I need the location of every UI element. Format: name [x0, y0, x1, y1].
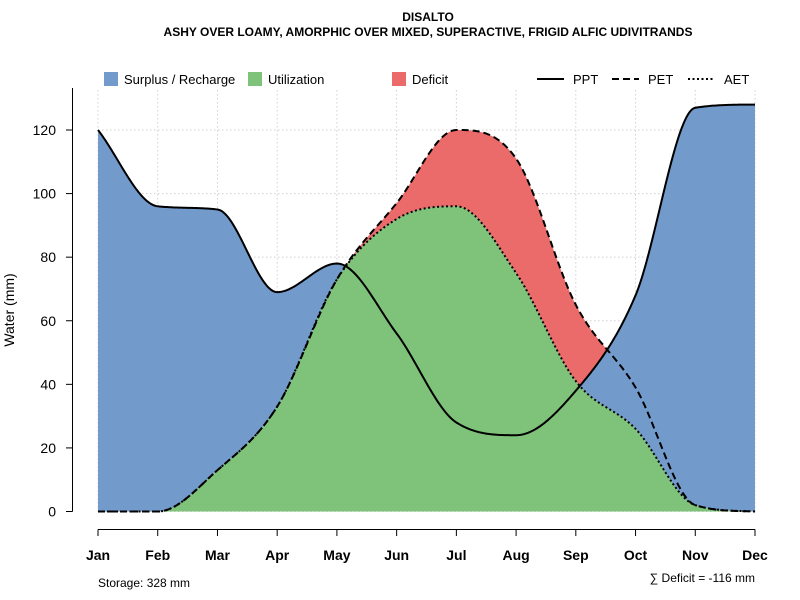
x-tick-label-jun: Jun [384, 547, 409, 563]
legend-label: AET [724, 72, 749, 87]
chart-subtitle: ASHY OVER LOAMY, AMORPHIC OVER MIXED, SU… [164, 25, 693, 39]
x-tick-label-feb: Feb [145, 547, 170, 563]
y-tick-label: 0 [48, 504, 56, 520]
x-tick-label-dec: Dec [742, 547, 768, 563]
legend-label: Surplus / Recharge [124, 72, 235, 87]
x-tick-label-jul: Jul [446, 547, 466, 563]
utilization-area [98, 206, 755, 512]
deficit-annotation: ∑ Deficit = -116 mm [650, 571, 755, 585]
lines-layer [97, 103, 756, 513]
legend-swatch [104, 72, 118, 86]
legend: Surplus / Recharge Utilization Deficit PPT P… [104, 72, 749, 87]
storage-annotation: Storage: 328 mm [98, 576, 190, 590]
x-tick-label-apr: Apr [265, 547, 290, 563]
y-tick-label: 20 [40, 440, 56, 456]
x-tick-label-oct: Oct [624, 547, 648, 563]
legend-label: PET [648, 72, 673, 87]
y-tick-label: 60 [40, 313, 56, 329]
x-tick-label-jan: Jan [86, 547, 110, 563]
x-tick-label-sep: Sep [563, 547, 589, 563]
y-tick-label: 100 [33, 186, 57, 202]
legend-label: Utilization [268, 72, 324, 87]
y-axis-label: Water (mm) [1, 273, 17, 346]
chart-title: DISALTO [402, 10, 454, 24]
legend-label: Deficit [412, 72, 449, 87]
pet-line [98, 129, 756, 513]
legend-swatch [392, 72, 406, 86]
x-tick-label-mar: Mar [205, 547, 230, 563]
x-tick-label-aug: Aug [502, 547, 529, 563]
x-tick-label-nov: Nov [682, 547, 709, 563]
areas-layer [98, 104, 755, 512]
y-tick-label: 40 [40, 376, 56, 392]
x-tick-label-may: May [323, 547, 350, 563]
y-tick-label: 80 [40, 249, 56, 265]
legend-label: PPT [573, 72, 598, 87]
ppt-line [97, 103, 755, 437]
deficit-area [98, 130, 755, 512]
axes-layer: 0 20 40 60 80 100 120 Jan Feb Mar Apr May Jun Jul Aug S… [33, 88, 768, 563]
y-tick-label: 120 [33, 122, 57, 138]
legend-swatch [248, 72, 262, 86]
